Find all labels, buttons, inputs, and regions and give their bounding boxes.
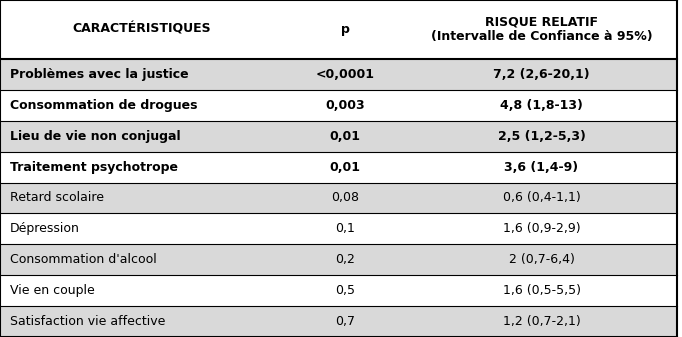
Bar	[284, 306, 406, 337]
Text: 0,01: 0,01	[329, 161, 361, 174]
Bar	[284, 59, 406, 90]
Bar	[284, 275, 406, 306]
Text: Satisfaction vie affective: Satisfaction vie affective	[10, 315, 166, 328]
Bar	[0, 90, 284, 121]
Text: 0,5: 0,5	[336, 284, 355, 297]
Bar	[406, 213, 677, 244]
Text: 0,1: 0,1	[336, 222, 355, 235]
Text: 7,2 (2,6-20,1): 7,2 (2,6-20,1)	[493, 68, 590, 81]
Text: 1,6 (0,9-2,9): 1,6 (0,9-2,9)	[503, 222, 580, 235]
Bar	[406, 306, 677, 337]
Bar	[0, 0, 284, 59]
Bar	[406, 121, 677, 152]
Bar	[406, 59, 677, 90]
Bar	[406, 183, 677, 213]
Text: Lieu de vie non conjugal: Lieu de vie non conjugal	[10, 130, 181, 143]
Bar	[284, 213, 406, 244]
Text: Retard scolaire: Retard scolaire	[10, 191, 104, 205]
Text: <0,0001: <0,0001	[316, 68, 374, 81]
Text: 0,08: 0,08	[331, 191, 359, 205]
Text: Problèmes avec la justice: Problèmes avec la justice	[10, 68, 189, 81]
Text: 3,6 (1,4-9): 3,6 (1,4-9)	[505, 161, 578, 174]
Text: 0,6 (0,4-1,1): 0,6 (0,4-1,1)	[503, 191, 580, 205]
Text: p: p	[341, 23, 350, 36]
Bar	[0, 59, 284, 90]
Text: 1,2 (0,7-2,1): 1,2 (0,7-2,1)	[503, 315, 580, 328]
Text: 2 (0,7-6,4): 2 (0,7-6,4)	[509, 253, 574, 266]
Bar	[284, 0, 406, 59]
Bar	[284, 244, 406, 275]
Bar	[284, 90, 406, 121]
Bar	[0, 152, 284, 183]
Bar	[0, 213, 284, 244]
Bar	[0, 183, 284, 213]
Bar	[406, 244, 677, 275]
Bar	[0, 244, 284, 275]
Text: Consommation de drogues: Consommation de drogues	[10, 99, 198, 112]
Text: Vie en couple: Vie en couple	[10, 284, 95, 297]
Text: 0,7: 0,7	[336, 315, 355, 328]
Bar	[406, 275, 677, 306]
Bar	[0, 306, 284, 337]
Text: Traitement psychotrope: Traitement psychotrope	[10, 161, 178, 174]
Text: 2,5 (1,2-5,3): 2,5 (1,2-5,3)	[498, 130, 585, 143]
Text: CARACTÉRISTIQUES: CARACTÉRISTIQUES	[73, 23, 211, 36]
Bar	[284, 152, 406, 183]
Text: 0,2: 0,2	[336, 253, 355, 266]
Text: 4,8 (1,8-13): 4,8 (1,8-13)	[500, 99, 583, 112]
Text: RISQUE RELATIF
(Intervalle de Confiance à 95%): RISQUE RELATIF (Intervalle de Confiance …	[431, 16, 652, 43]
Bar	[406, 152, 677, 183]
Bar	[284, 183, 406, 213]
Bar	[406, 90, 677, 121]
Bar	[0, 275, 284, 306]
Bar	[406, 0, 677, 59]
Bar	[0, 121, 284, 152]
Text: 0,01: 0,01	[329, 130, 361, 143]
Bar	[284, 121, 406, 152]
Text: Consommation d'alcool: Consommation d'alcool	[10, 253, 157, 266]
Text: Dépression: Dépression	[10, 222, 80, 235]
Text: 1,6 (0,5-5,5): 1,6 (0,5-5,5)	[503, 284, 580, 297]
Text: 0,003: 0,003	[325, 99, 365, 112]
